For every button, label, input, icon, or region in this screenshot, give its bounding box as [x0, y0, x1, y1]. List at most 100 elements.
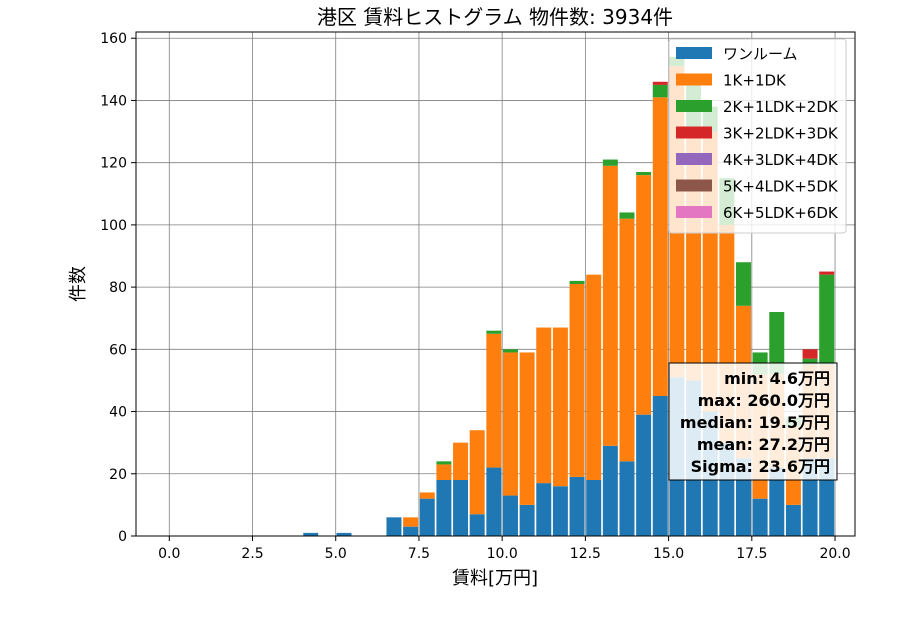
bar-segment	[752, 498, 768, 536]
bar-segment	[469, 514, 485, 536]
x-tick-label: 20.0	[819, 546, 850, 562]
legend-label: ワンルーム	[723, 45, 798, 63]
x-tick-label: 0.0	[158, 546, 180, 562]
bar-segment	[419, 492, 435, 499]
bar-segment	[586, 480, 602, 536]
y-tick-label: 60	[109, 342, 127, 358]
bar-segment	[486, 467, 502, 536]
y-tick-label: 120	[100, 156, 127, 172]
legend-label: 5K+4LDK+5DK	[723, 178, 839, 196]
bar-segment	[502, 352, 518, 496]
bar-segment	[303, 532, 319, 536]
legend-label: 3K+2LDK+3DK	[723, 125, 839, 143]
bar-segment	[569, 476, 585, 536]
bar-segment	[436, 461, 452, 465]
stats-box: min: 4.6万円 max: 260.0万円 median: 19.5万円 m…	[668, 362, 838, 481]
y-axis-label: 件数	[68, 266, 89, 302]
bar-segment	[586, 274, 602, 480]
stat-median: median: 19.5万円	[680, 413, 830, 432]
bar-segment	[486, 330, 502, 334]
bar-segment	[619, 218, 635, 462]
bar-segment	[502, 349, 518, 353]
x-tick-label: 7.5	[408, 546, 430, 562]
x-tick-label: 17.5	[736, 546, 767, 562]
bar-segment	[453, 442, 469, 480]
bar-segment	[769, 312, 785, 375]
bar-segment	[386, 517, 402, 536]
legend-box	[668, 38, 847, 234]
bar-segment	[602, 445, 618, 536]
bar-segment	[552, 486, 568, 536]
legend-swatch	[676, 179, 712, 192]
bar-segment	[569, 284, 585, 477]
legend-swatch	[676, 100, 712, 112]
bar-segment	[802, 358, 818, 365]
chart-title: 港区 賃料ヒストグラム 物件数: 3934件	[317, 5, 673, 29]
plot-frame	[135, 31, 856, 537]
x-tick-label: 12.5	[570, 546, 601, 562]
y-tick-label: 160	[100, 31, 127, 47]
bar-segment	[502, 495, 518, 536]
bar-segment	[419, 498, 435, 536]
bar-segment	[519, 352, 535, 505]
x-tick-label: 5.0	[325, 546, 347, 562]
bar-segment	[336, 532, 352, 536]
bar-segment	[403, 517, 419, 527]
bar-segment	[652, 396, 668, 536]
bar-segment	[619, 461, 635, 536]
y-tick-label: 20	[109, 467, 127, 483]
bar-segment	[536, 327, 552, 484]
legend-swatch	[676, 153, 712, 165]
bar-segment	[602, 159, 618, 166]
stat-sigma: Sigma: 23.6万円	[691, 457, 830, 476]
bar-segment	[785, 504, 801, 536]
stats-box-frame	[668, 362, 838, 481]
bar-segment	[436, 480, 452, 536]
x-axis-ticks: 0.0 2.5 5.0 7.5 10.0 12.5 15.0 17.5 20.0	[158, 536, 851, 562]
bar-segment	[403, 526, 419, 536]
x-tick-label: 15.0	[653, 546, 684, 562]
bar-segment	[436, 464, 452, 480]
stat-max: max: 260.0万円	[698, 391, 830, 410]
y-tick-label: 0	[118, 529, 127, 545]
legend: ワンルーム 1K+1DK 2K+1LDK+2DK 3K+2LDK+3DK 4K+3LDK…	[668, 38, 847, 234]
y-tick-label: 140	[100, 93, 127, 109]
legend-swatch	[676, 47, 712, 59]
y-tick-label: 100	[100, 218, 127, 234]
bar-segment	[636, 414, 652, 536]
stat-min: min: 4.6万円	[724, 369, 830, 388]
bar-segment	[519, 504, 535, 536]
x-axis-label: 賃料[万円]	[452, 568, 538, 589]
bar-segment	[636, 172, 652, 176]
bar-segment	[735, 262, 751, 306]
stat-mean: mean: 27.2万円	[697, 435, 830, 454]
x-tick-label: 2.5	[241, 546, 263, 562]
bar-segment	[536, 483, 552, 536]
bar-segment	[802, 349, 818, 359]
bar-segment	[819, 271, 835, 275]
bar-segment	[652, 97, 668, 396]
legend-label: 6K+5LDK+6DK	[723, 204, 839, 222]
y-tick-label: 80	[109, 280, 127, 296]
bar-segment	[602, 165, 618, 446]
legend-swatch	[676, 73, 712, 86]
x-tick-label: 10.0	[487, 546, 518, 562]
legend-label: 2K+1LDK+2DK	[723, 98, 839, 116]
legend-label: 1K+1DK	[723, 72, 787, 90]
bar-segment	[619, 212, 635, 219]
legend-swatch	[676, 206, 712, 218]
bar-segment	[453, 480, 469, 536]
bar-segment	[652, 81, 668, 85]
y-tick-label: 40	[109, 405, 127, 421]
bar-segment	[819, 274, 835, 365]
legend-swatch	[676, 126, 712, 139]
bar-segment	[769, 467, 785, 536]
bar-segment	[569, 280, 585, 284]
bar-segment	[486, 333, 502, 468]
bar-segment	[652, 84, 668, 98]
bar-segment	[636, 175, 652, 415]
legend-label: 4K+3LDK+4DK	[723, 151, 839, 169]
bar-segment	[552, 327, 568, 487]
y-axis-ticks: 0 20 40 60 80 100 120 140 160	[100, 31, 136, 545]
